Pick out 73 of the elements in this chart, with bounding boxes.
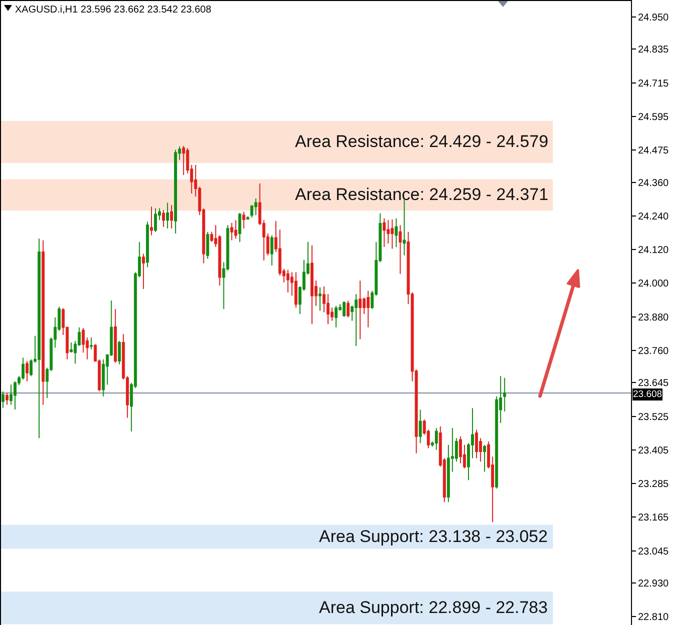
candlestick: [418, 409, 422, 444]
y-tick-label: 23.525: [638, 412, 670, 423]
band-label: Area Support: 23.138 - 23.052: [319, 527, 548, 546]
candlestick: [10, 384, 13, 406]
y-tick-label: 23.165: [638, 512, 670, 524]
y-tick-label: 23.880: [638, 312, 670, 324]
candlestick: [394, 218, 398, 248]
candlestick: [398, 224, 402, 274]
y-tick-label: 24.120: [638, 245, 670, 256]
y-tick-label: 24.715: [638, 78, 670, 90]
candlestick: [358, 280, 362, 340]
y-tick-label: 23.045: [638, 546, 670, 558]
candlestick: [118, 340, 121, 365]
candlestick: [242, 211, 246, 230]
chart-title: XAGUSD.i,H1 23.596 23.662 23.542 23.608: [15, 4, 212, 16]
candlestick: [342, 300, 346, 318]
y-tick-label: 24.595: [638, 112, 670, 123]
candlestick: [2, 390, 4, 408]
candlestick: [318, 286, 322, 312]
candlestick: [234, 220, 238, 240]
candlestick: [42, 240, 45, 406]
candlestick: [170, 204, 174, 230]
candlestick: [90, 337, 93, 350]
y-tick-label: 24.240: [638, 211, 670, 222]
y-tick-label: 23.645: [638, 378, 670, 390]
y-tick-label: 24.950: [638, 12, 670, 24]
candlestick: [182, 145, 186, 176]
candlestick: [254, 198, 258, 216]
candlestick: [142, 253, 145, 290]
candlestick: [366, 290, 370, 328]
y-tick-label: 24.835: [638, 44, 670, 56]
y-tick-label: 23.405: [638, 445, 670, 456]
y-tick-label: 22.930: [638, 578, 670, 590]
band-label: Area Resistance: 24.259 - 24.371: [295, 185, 548, 204]
candlestick: [334, 305, 338, 328]
candlestick: [6, 392, 8, 406]
candlestick: [310, 244, 314, 325]
y-tick-label: 23.760: [638, 346, 670, 357]
candlestick: [230, 222, 234, 241]
candlestick: [503, 377, 506, 412]
y-tick-label: 23.285: [638, 479, 670, 490]
candlestick: [206, 231, 210, 260]
candlestick: [174, 149, 178, 234]
candlestick: [483, 444, 486, 472]
candlestick: [475, 429, 478, 459]
candlestick: [26, 360, 29, 382]
candlestick: [354, 294, 358, 346]
y-tick-label: 24.000: [638, 278, 670, 290]
candlestick: [434, 428, 438, 450]
candlestick: [166, 202, 170, 230]
candlestick: [386, 220, 390, 244]
candlestick: [246, 216, 250, 220]
candlestick: [38, 238, 41, 439]
candlestick: [286, 269, 290, 293]
candlestick: [146, 221, 149, 268]
candlestick: [238, 212, 242, 242]
candlestick: [102, 358, 105, 397]
ref-line-label: 23.608: [633, 389, 662, 400]
band-label: Area Resistance: 24.429 - 24.579: [295, 132, 548, 151]
candlestick: [154, 208, 157, 232]
candlestick: [346, 300, 350, 318]
candlestick: [382, 218, 386, 248]
candlestick: [294, 272, 298, 308]
band-label: Area Support: 22.899 - 22.783: [319, 598, 548, 617]
candlestick: [270, 234, 274, 266]
candlestick: [150, 206, 153, 236]
y-tick-label: 24.360: [638, 178, 670, 189]
candlestick: [402, 199, 406, 256]
candlestick: [390, 219, 394, 250]
candlestick: [162, 210, 165, 228]
candlestick: [114, 308, 117, 364]
y-tick-label: 22.810: [638, 612, 670, 624]
y-tick-label: 24.475: [638, 146, 670, 157]
